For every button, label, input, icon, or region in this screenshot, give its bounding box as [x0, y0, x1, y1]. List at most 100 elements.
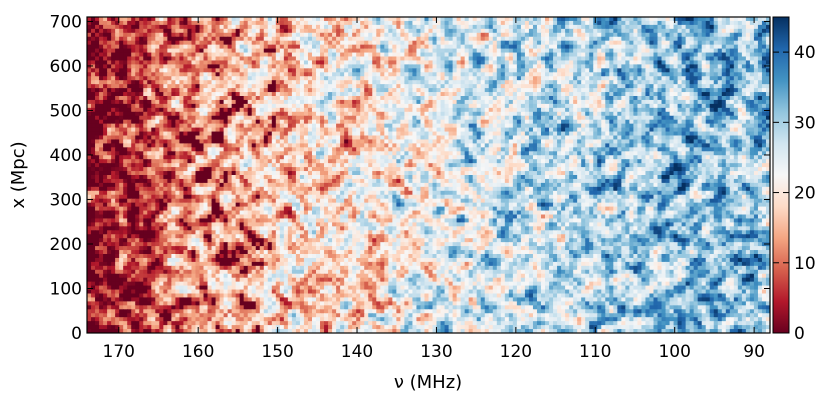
- heatmap-cell: [131, 128, 136, 133]
- heatmap-cell: [497, 84, 502, 89]
- heatmap-cell: [565, 84, 570, 89]
- heatmap-cell: [248, 84, 253, 89]
- heatmap-cell: [179, 112, 184, 117]
- heatmap-cell: [179, 60, 184, 65]
- heatmap-cell: [236, 57, 241, 62]
- heatmap-cell: [244, 25, 249, 30]
- heatmap-cell: [212, 124, 217, 129]
- heatmap-cell: [264, 88, 269, 93]
- heatmap-cell: [629, 116, 634, 121]
- heatmap-cell: [300, 80, 305, 85]
- heatmap-cell: [155, 37, 160, 42]
- heatmap-cell: [706, 124, 711, 129]
- heatmap-cell: [396, 76, 401, 81]
- heatmap-cell: [653, 108, 658, 113]
- heatmap-cell: [352, 57, 357, 62]
- heatmap-cell: [111, 112, 116, 117]
- heatmap-cell: [545, 25, 550, 30]
- heatmap-cell: [268, 25, 273, 30]
- heatmap-cell: [208, 33, 213, 38]
- heatmap-cell: [119, 37, 124, 42]
- heatmap-cell: [127, 116, 132, 121]
- heatmap-cell: [171, 84, 176, 89]
- heatmap-cell: [593, 124, 598, 129]
- heatmap-cell: [336, 124, 341, 129]
- heatmap-cell: [244, 29, 249, 34]
- heatmap-cell: [698, 108, 703, 113]
- heatmap-cell: [332, 100, 337, 105]
- heatmap-cell: [143, 88, 148, 93]
- heatmap-cell: [565, 108, 570, 113]
- heatmap-cell: [212, 33, 217, 38]
- heatmap-cell: [674, 116, 679, 121]
- heatmap-cell: [465, 60, 470, 65]
- heatmap-cell: [541, 49, 546, 54]
- heatmap-cell: [734, 57, 739, 62]
- heatmap-cell: [388, 68, 393, 73]
- heatmap-cell: [99, 80, 104, 85]
- heatmap-cell: [348, 80, 353, 85]
- heatmap-cell: [147, 45, 152, 50]
- heatmap-cell: [505, 21, 510, 26]
- heatmap-cell: [107, 80, 112, 85]
- heatmap-cell: [340, 41, 345, 46]
- heatmap-cell: [296, 88, 301, 93]
- heatmap-cell: [332, 104, 337, 109]
- heatmap-cell: [605, 17, 610, 22]
- heatmap-cell: [726, 76, 731, 81]
- heatmap-cell: [87, 124, 92, 129]
- heatmap-cell: [332, 112, 337, 117]
- heatmap-cell: [256, 132, 261, 137]
- heatmap-cell: [653, 57, 658, 62]
- heatmap-cell: [111, 68, 116, 73]
- heatmap-cell: [252, 96, 257, 101]
- heatmap-cell: [424, 72, 429, 77]
- heatmap-cell: [163, 132, 168, 137]
- heatmap-cell: [473, 49, 478, 54]
- heatmap-cell: [344, 72, 349, 77]
- heatmap-cell: [364, 53, 369, 58]
- heatmap-cell: [441, 68, 446, 73]
- heatmap-cell: [497, 104, 502, 109]
- heatmap-cell: [658, 100, 663, 105]
- heatmap-cell: [332, 33, 337, 38]
- heatmap-cell: [167, 25, 172, 30]
- heatmap-cell: [561, 108, 566, 113]
- heatmap-cell: [742, 84, 747, 89]
- heatmap-cell: [304, 41, 309, 46]
- heatmap-cell: [465, 128, 470, 133]
- heatmap-cell: [561, 57, 566, 62]
- heatmap-cell: [517, 108, 522, 113]
- heatmap-cell: [312, 37, 317, 42]
- heatmap-cell: [437, 64, 442, 69]
- heatmap-cell: [256, 100, 261, 105]
- heatmap-cell: [348, 17, 353, 22]
- heatmap-cell: [633, 49, 638, 54]
- heatmap-cell: [115, 57, 120, 62]
- heatmap-cell: [469, 29, 474, 34]
- heatmap-cell: [738, 92, 743, 97]
- heatmap-cell: [497, 49, 502, 54]
- heatmap-cell: [726, 120, 731, 125]
- heatmap-cell: [637, 57, 642, 62]
- heatmap-cell: [561, 29, 566, 34]
- heatmap-cell: [746, 25, 751, 30]
- heatmap-cell: [404, 49, 409, 54]
- heatmap-cell: [742, 120, 747, 125]
- heatmap-cell: [135, 37, 140, 42]
- heatmap-cell: [384, 64, 389, 69]
- heatmap-cell: [718, 104, 723, 109]
- heatmap-cell: [324, 17, 329, 22]
- heatmap-cell: [236, 53, 241, 58]
- heatmap-cell: [364, 108, 369, 113]
- heatmap-cell: [159, 64, 164, 69]
- heatmap-cell: [380, 112, 385, 117]
- heatmap-cell: [372, 60, 377, 65]
- heatmap-cell: [690, 64, 695, 69]
- heatmap-cell: [356, 84, 361, 89]
- heatmap-cell: [429, 112, 434, 117]
- heatmap-cell: [368, 84, 373, 89]
- heatmap-cell: [171, 76, 176, 81]
- heatmap-cell: [332, 132, 337, 137]
- heatmap-cell: [666, 64, 671, 69]
